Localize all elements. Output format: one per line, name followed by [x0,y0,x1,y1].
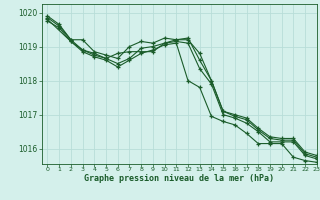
X-axis label: Graphe pression niveau de la mer (hPa): Graphe pression niveau de la mer (hPa) [84,174,274,183]
